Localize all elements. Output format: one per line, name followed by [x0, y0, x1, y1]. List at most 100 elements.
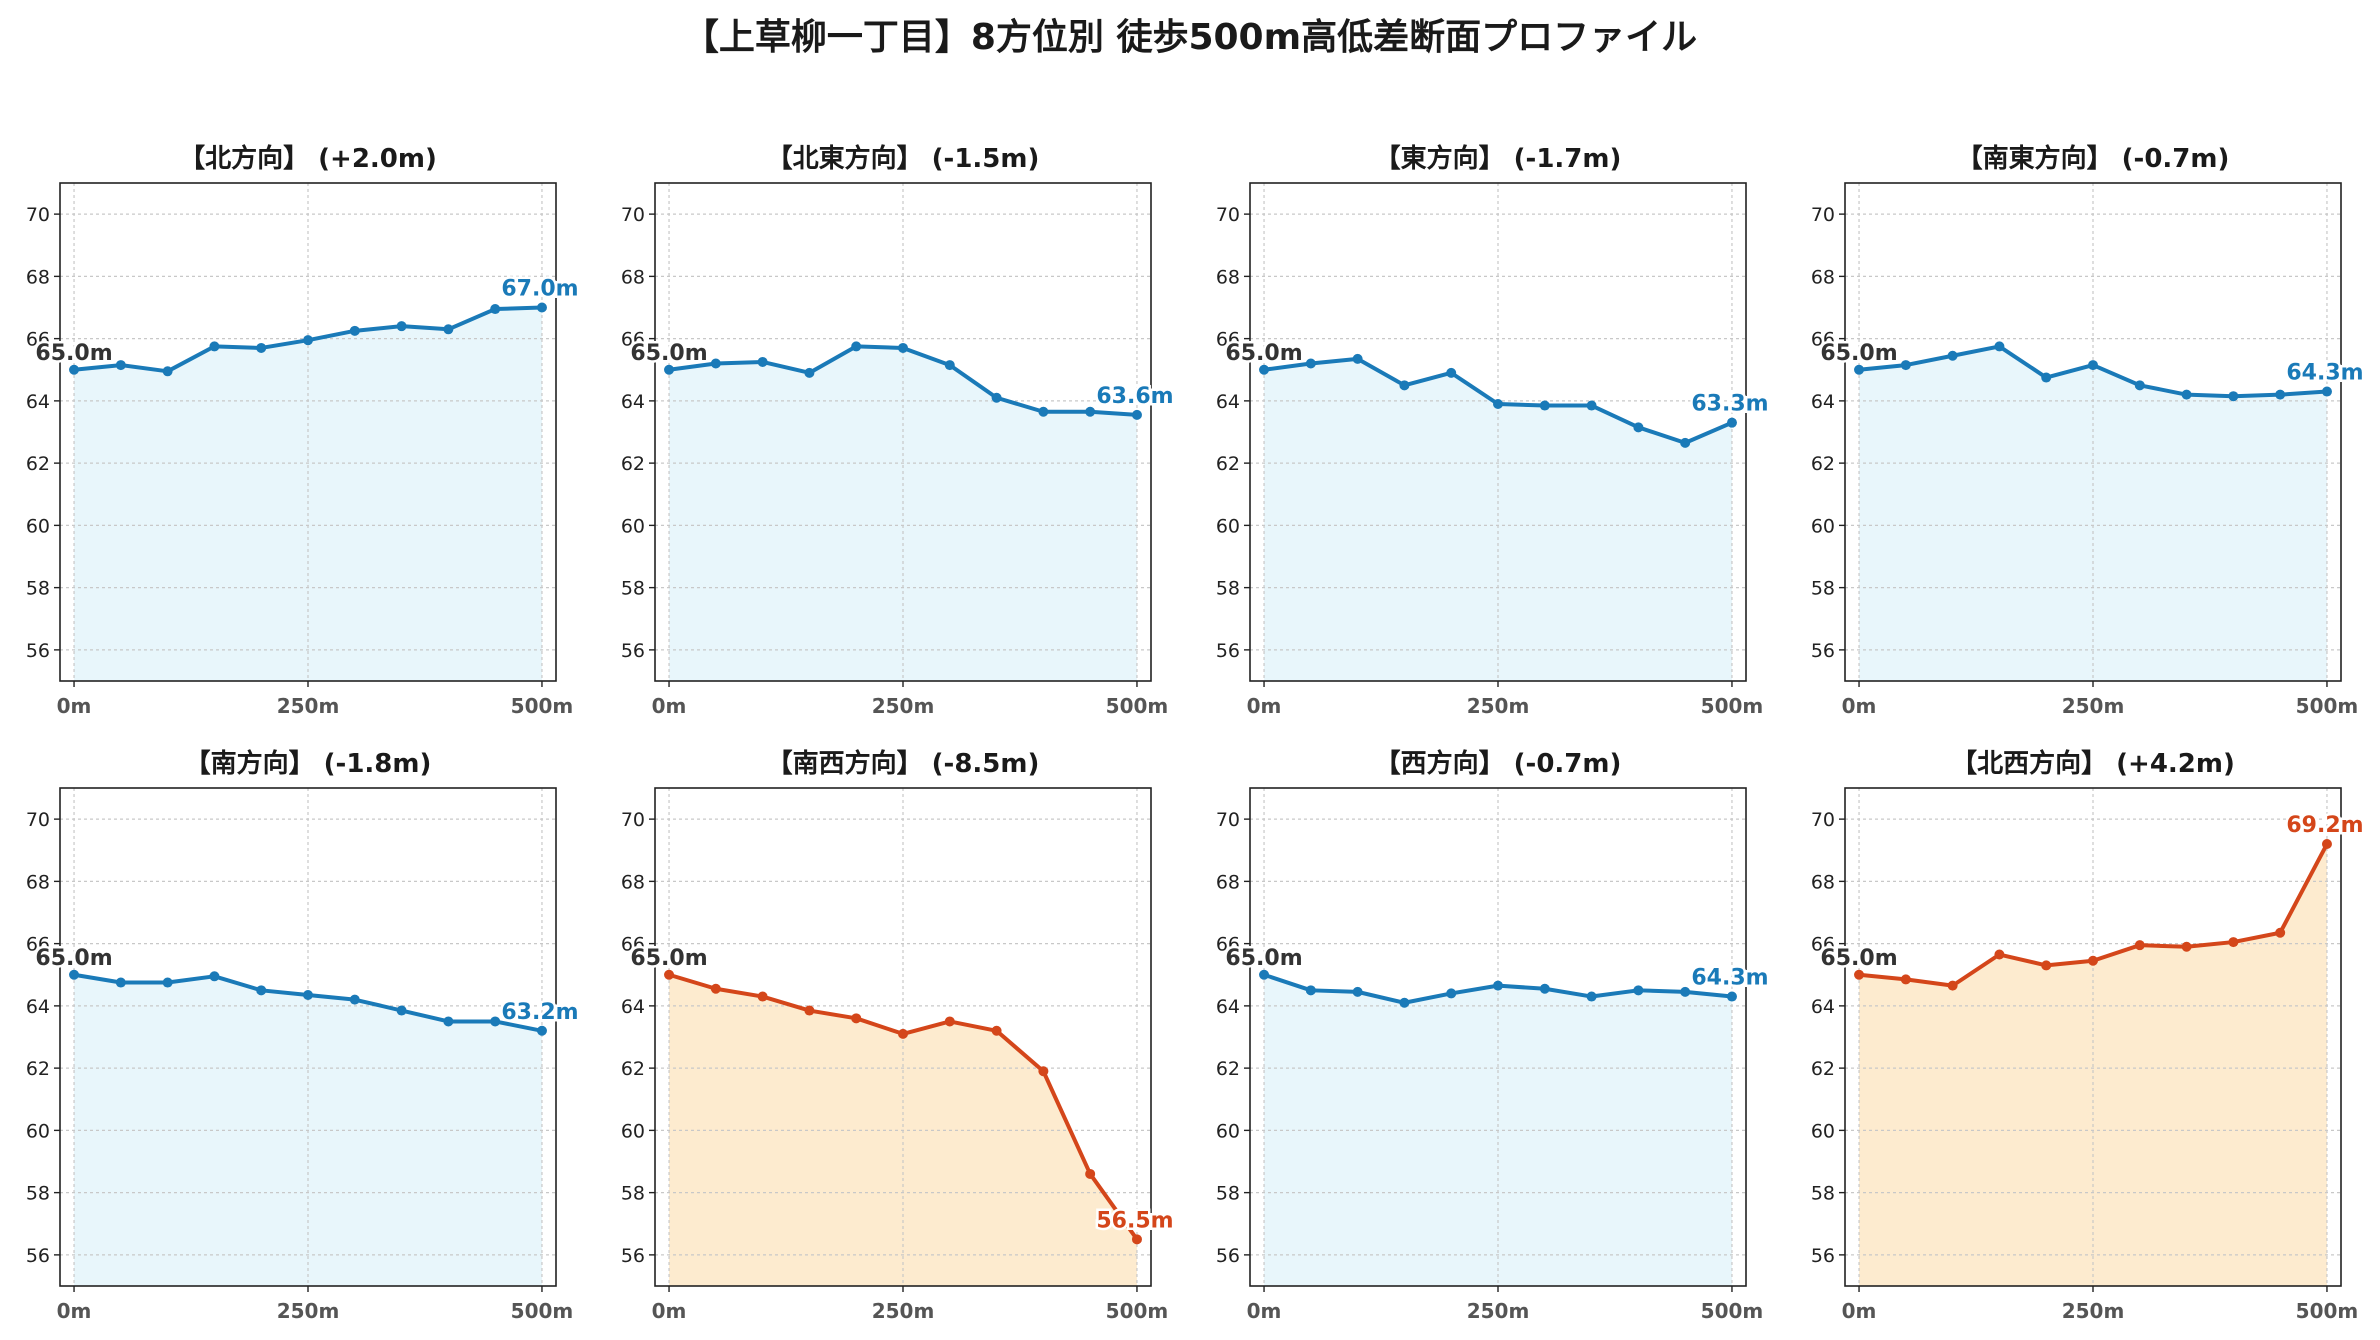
- data-point: [898, 342, 908, 353]
- data-point: [162, 977, 173, 988]
- data-point: [490, 1016, 501, 1027]
- panel-title: 【南方向】 (-1.8m): [185, 748, 432, 779]
- xtick-label: 0m: [652, 1299, 687, 1323]
- ytick-label: 62: [621, 1058, 645, 1080]
- start-label: 65.0m: [35, 341, 112, 366]
- xtick-label: 0m: [57, 1299, 92, 1323]
- xtick-label: 0m: [1247, 694, 1282, 718]
- ytick-label: 56: [1216, 640, 1240, 662]
- data-point: [2275, 927, 2286, 938]
- data-point: [1726, 417, 1737, 428]
- xtick-label: 250m: [1467, 694, 1530, 718]
- ytick-label: 70: [1216, 204, 1240, 226]
- xtick-label: 500m: [2296, 694, 2359, 718]
- data-point: [1493, 398, 1503, 409]
- data-point: [710, 983, 721, 994]
- data-point: [944, 360, 955, 371]
- ytick-label: 62: [1216, 453, 1240, 475]
- data-point: [804, 367, 815, 378]
- ytick-label: 66: [1811, 934, 1835, 956]
- xtick-label: 250m: [2062, 694, 2125, 718]
- data-point: [303, 989, 313, 1000]
- ytick-label: 64: [1216, 996, 1240, 1018]
- ytick-label: 60: [621, 1120, 645, 1142]
- panel-title: 【東方向】 (-1.7m): [1375, 143, 1622, 174]
- ytick-label: 58: [1811, 1183, 1835, 1205]
- ytick-label: 68: [1811, 266, 1835, 288]
- xtick-label: 0m: [1842, 1299, 1877, 1323]
- data-point: [1994, 949, 2005, 960]
- data-point: [991, 1025, 1002, 1036]
- panel-title: 【北方向】 (+2.0m): [179, 143, 437, 174]
- ytick-label: 62: [26, 453, 50, 475]
- ytick-label: 68: [1216, 266, 1240, 288]
- data-point: [1131, 1234, 1142, 1245]
- data-point: [209, 341, 220, 352]
- data-point: [1539, 400, 1550, 411]
- data-point: [349, 325, 360, 336]
- data-point: [396, 321, 407, 332]
- data-point: [1038, 406, 1049, 417]
- data-point: [536, 1025, 547, 1036]
- chart-panel-2: 【東方向】 (-1.7m) 56 58 60 62 64 66 68 70 0m 250m 500m 6…: [1216, 143, 1771, 718]
- data-point: [1131, 409, 1142, 420]
- ytick-label: 64: [26, 391, 50, 413]
- xtick-label: 250m: [277, 1299, 340, 1323]
- ytick-label: 70: [1216, 809, 1240, 831]
- xtick-label: 500m: [511, 694, 574, 718]
- data-point: [1586, 991, 1597, 1002]
- start-label: 65.0m: [1225, 341, 1302, 366]
- panel-title: 【北西方向】 (+4.2m): [1951, 748, 2235, 779]
- data-point: [991, 392, 1002, 403]
- ytick-label: 60: [1216, 515, 1240, 537]
- data-point: [757, 356, 768, 367]
- data-point: [898, 1028, 908, 1039]
- xtick-label: 250m: [277, 694, 340, 718]
- data-point: [851, 1013, 862, 1024]
- xtick-label: 250m: [872, 694, 935, 718]
- ytick-label: 60: [1811, 1120, 1835, 1142]
- ytick-label: 64: [1811, 996, 1835, 1018]
- data-point: [1259, 364, 1270, 375]
- end-label: 64.3m: [1691, 966, 1768, 991]
- data-point: [1305, 358, 1316, 369]
- xtick-label: 250m: [2062, 1299, 2125, 1323]
- xtick-label: 0m: [1247, 1299, 1282, 1323]
- data-point: [1399, 997, 1410, 1008]
- data-point: [1352, 353, 1363, 364]
- start-label: 65.0m: [1820, 341, 1897, 366]
- data-point: [2275, 389, 2286, 400]
- data-point: [115, 360, 126, 371]
- ytick-label: 58: [1216, 1183, 1240, 1205]
- ytick-label: 58: [26, 1183, 50, 1205]
- xtick-label: 250m: [1467, 1299, 1530, 1323]
- data-point: [1259, 969, 1270, 980]
- data-point: [490, 304, 501, 315]
- panel-title: 【南東方向】 (-0.7m): [1957, 143, 2230, 174]
- data-point: [1947, 980, 1958, 991]
- ytick-label: 56: [26, 640, 50, 662]
- xtick-label: 250m: [872, 1299, 935, 1323]
- ytick-label: 66: [1216, 934, 1240, 956]
- ytick-label: 60: [26, 515, 50, 537]
- ytick-label: 56: [1216, 1245, 1240, 1267]
- chart-panel-5: 【南西方向】 (-8.5m) 56 58 60 62 64 66 68 70 0m 250m 500m…: [621, 748, 1176, 1323]
- xtick-label: 500m: [1106, 694, 1169, 718]
- end-label: 56.5m: [1096, 1208, 1173, 1233]
- data-point: [710, 358, 721, 369]
- chart-panel-4: 【南方向】 (-1.8m) 56 58 60 62 64 66 68 70 0m 250m 500m 6…: [26, 748, 581, 1323]
- xtick-label: 500m: [1106, 1299, 1169, 1323]
- ytick-label: 70: [26, 204, 50, 226]
- ytick-label: 70: [621, 809, 645, 831]
- data-point: [162, 366, 173, 377]
- panel-title: 【西方向】 (-0.7m): [1375, 748, 1622, 779]
- ytick-label: 64: [621, 391, 645, 413]
- ytick-label: 62: [1216, 1058, 1240, 1080]
- end-label: 63.3m: [1691, 392, 1768, 417]
- ytick-label: 66: [621, 329, 645, 351]
- data-point: [2181, 389, 2192, 400]
- ytick-label: 70: [1811, 809, 1835, 831]
- data-point: [851, 341, 862, 352]
- data-point: [1994, 341, 2005, 352]
